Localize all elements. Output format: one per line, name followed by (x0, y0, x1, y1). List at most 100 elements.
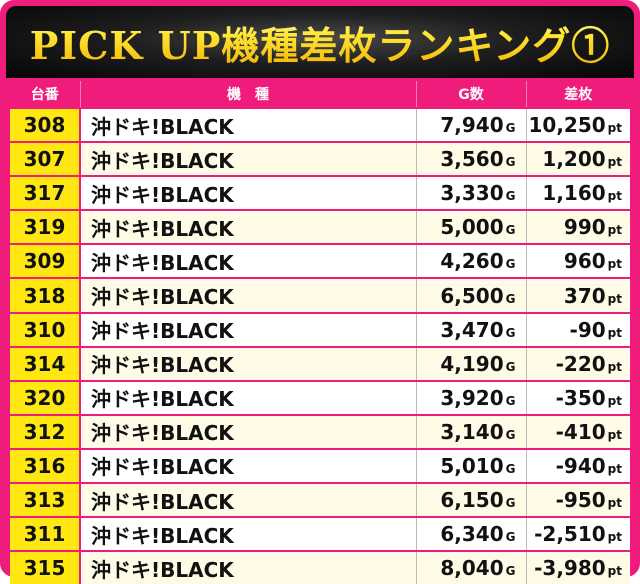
model-name: 沖ドキ!BLACK (80, 209, 417, 245)
machine-number: 309 (10, 243, 81, 279)
diff-unit: pt (607, 393, 622, 408)
machine-number: 312 (10, 413, 81, 449)
table-row: 309 沖ドキ!BLACK 4,260 G 960 pt (10, 243, 630, 279)
game-count: 3,140 G (416, 413, 527, 449)
medal-difference: -350 pt (526, 379, 630, 415)
model-name: 沖ドキ!BLACK (80, 311, 417, 347)
games-unit: G (505, 461, 516, 476)
model-name: 沖ドキ!BLACK (80, 379, 417, 415)
game-count: 4,260 G (416, 243, 527, 279)
games-unit: G (505, 189, 516, 204)
diff-unit: pt (607, 530, 622, 545)
game-count: 6,340 G (416, 516, 527, 552)
games-unit: G (505, 223, 516, 238)
game-count: 6,500 G (416, 277, 527, 313)
column-header-games: G数 (415, 81, 526, 108)
diff-unit: pt (607, 325, 622, 340)
table-row: 317 沖ドキ!BLACK 3,330 G 1,160 pt (10, 175, 630, 211)
machine-number: 317 (10, 175, 81, 211)
table-row: 316 沖ドキ!BLACK 5,010 G -940 pt (10, 447, 630, 484)
medal-difference: 10,250 pt (526, 106, 630, 143)
games-unit: G (505, 155, 516, 170)
model-name: 沖ドキ!BLACK (80, 175, 417, 211)
medal-difference: -940 pt (526, 447, 630, 484)
column-header-number: 台番 (10, 81, 80, 108)
diff-unit: pt (607, 223, 622, 238)
diff-unit: pt (607, 359, 622, 374)
game-count: 3,560 G (416, 141, 527, 177)
table-header: 台番 機 種 G数 差枚 (10, 81, 630, 108)
model-name: 沖ドキ!BLACK (80, 516, 417, 552)
medal-difference: 960 pt (526, 243, 630, 279)
games-unit: G (505, 325, 516, 340)
table-body: 308 沖ドキ!BLACK 7,940 G 10,250 pt 307 沖ドキ!BL… (10, 106, 630, 584)
medal-difference: 990 pt (526, 209, 630, 245)
game-count: 3,920 G (416, 379, 527, 415)
table-row: 315 沖ドキ!BLACK 8,040 G -3,980 pt (10, 550, 630, 584)
model-name: 沖ドキ!BLACK (80, 447, 417, 484)
game-count: 3,330 G (416, 175, 527, 211)
model-name: 沖ドキ!BLACK (80, 243, 417, 279)
games-unit: G (505, 496, 516, 511)
medal-difference: -950 pt (526, 482, 630, 518)
medal-difference: -220 pt (526, 345, 630, 381)
machine-number: 311 (10, 516, 81, 552)
machine-number: 307 (10, 141, 81, 177)
model-name: 沖ドキ!BLACK (80, 141, 417, 177)
diff-unit: pt (607, 189, 622, 204)
games-unit: G (505, 121, 516, 136)
table-row: 320 沖ドキ!BLACK 3,920 G -350 pt (10, 379, 630, 415)
diff-unit: pt (607, 496, 622, 511)
title-banner: PICK UP機種差枚ランキング① (6, 6, 634, 78)
games-unit: G (505, 564, 516, 579)
machine-number: 310 (10, 311, 81, 347)
machine-number: 318 (10, 277, 81, 313)
table-row: 307 沖ドキ!BLACK 3,560 G 1,200 pt (10, 141, 630, 177)
games-unit: G (505, 359, 516, 374)
diff-unit: pt (607, 155, 622, 170)
table-row: 313 沖ドキ!BLACK 6,150 G -950 pt (10, 482, 630, 518)
model-name: 沖ドキ!BLACK (80, 482, 417, 518)
table-row: 311 沖ドキ!BLACK 6,340 G -2,510 pt (10, 516, 630, 552)
machine-number: 319 (10, 209, 81, 245)
page-title: PICK UP機種差枚ランキング① (30, 15, 610, 70)
machine-number: 314 (10, 345, 81, 381)
table-row: 314 沖ドキ!BLACK 4,190 G -220 pt (10, 345, 630, 381)
games-unit: G (505, 257, 516, 272)
medal-difference: 370 pt (526, 277, 630, 313)
diff-unit: pt (607, 461, 622, 476)
game-count: 6,150 G (416, 482, 527, 518)
games-unit: G (505, 393, 516, 408)
column-header-model: 機 種 (79, 81, 416, 108)
table-row: 308 沖ドキ!BLACK 7,940 G 10,250 pt (10, 106, 630, 143)
model-name: 沖ドキ!BLACK (80, 413, 417, 449)
machine-number: 308 (10, 106, 81, 143)
games-unit: G (505, 291, 516, 306)
table-row: 318 沖ドキ!BLACK 6,500 G 370 pt (10, 277, 630, 313)
diff-unit: pt (607, 564, 622, 579)
game-count: 3,470 G (416, 311, 527, 347)
medal-difference: -3,980 pt (526, 550, 630, 584)
table-row: 310 沖ドキ!BLACK 3,470 G -90 pt (10, 311, 630, 347)
diff-unit: pt (607, 257, 622, 272)
medal-difference: 1,160 pt (526, 175, 630, 211)
game-count: 7,940 G (416, 106, 527, 143)
games-unit: G (505, 427, 516, 442)
table-header-row: 台番 機 種 G数 差枚 (10, 81, 630, 108)
machine-number: 320 (10, 379, 81, 415)
games-unit: G (505, 530, 516, 545)
model-name: 沖ドキ!BLACK (80, 277, 417, 313)
ranking-table: 台番 機 種 G数 差枚 308 沖ドキ!BLACK 7,940 G 10,250… (10, 81, 630, 584)
game-count: 4,190 G (416, 345, 527, 381)
table-row: 319 沖ドキ!BLACK 5,000 G 990 pt (10, 209, 630, 245)
diff-unit: pt (607, 291, 622, 306)
model-name: 沖ドキ!BLACK (80, 550, 417, 584)
game-count: 5,010 G (416, 447, 527, 484)
game-count: 8,040 G (416, 550, 527, 584)
table-row: 312 沖ドキ!BLACK 3,140 G -410 pt (10, 413, 630, 449)
machine-number: 315 (10, 550, 81, 584)
column-header-diff: 差枚 (525, 81, 630, 108)
medal-difference: 1,200 pt (526, 141, 630, 177)
game-count: 5,000 G (416, 209, 527, 245)
